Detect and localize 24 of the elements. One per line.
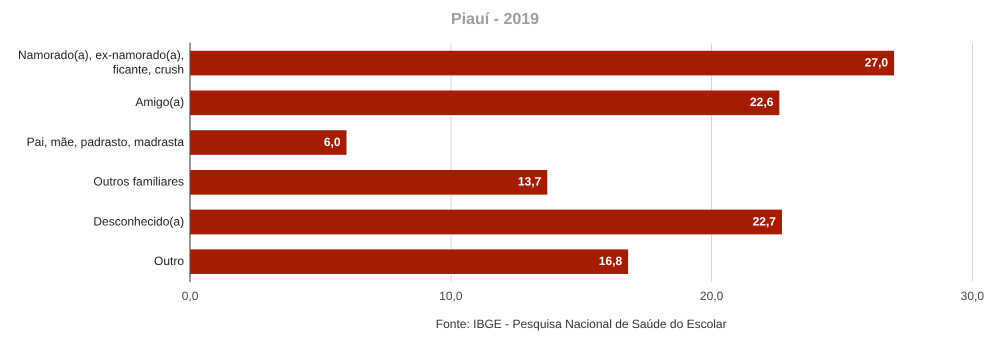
data-label: 27,0	[864, 55, 888, 70]
data-label: 22,7	[752, 214, 776, 228]
y-tick-label: Outro	[154, 254, 184, 268]
bar	[190, 170, 548, 195]
y-tick-label: Desconhecido(a)	[93, 214, 184, 228]
y-tick-label: Amigo(a)	[135, 95, 184, 110]
data-label: 22,6	[750, 95, 774, 110]
x-tick-label: 30,0	[960, 289, 984, 304]
x-tick-label: 0,0	[182, 289, 199, 304]
data-label: 16,8	[598, 254, 622, 268]
y-tick-label: Outros familiares	[93, 174, 184, 189]
x-tick-label: 20,0	[700, 289, 724, 304]
data-label: 6,0	[324, 134, 341, 149]
x-tick-label: 10,0	[439, 289, 463, 304]
chart-title: Piauí - 2019	[450, 11, 540, 28]
bar	[190, 90, 780, 116]
bar	[190, 50, 894, 76]
bar	[190, 130, 347, 155]
source-note: Fonte: IBGE - Pesquisa Nacional de Saúde do Escolar	[436, 317, 727, 331]
y-tick-label: Pai, mãe, padrasto, madrasta	[26, 134, 184, 149]
bar	[190, 249, 628, 274]
y-tick-label: Namorado(a), ex-namorado(a), ficante, crush	[18, 48, 184, 77]
data-label: 13,7	[518, 174, 542, 189]
bar	[190, 210, 782, 234]
